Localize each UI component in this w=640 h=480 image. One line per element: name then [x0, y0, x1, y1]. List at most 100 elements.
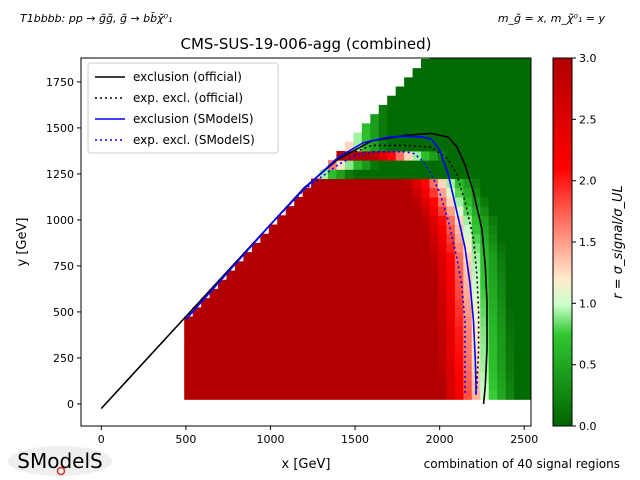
heatmap-cell [319, 371, 329, 382]
heatmap-cell [294, 196, 304, 207]
heatmap-cell [514, 224, 524, 235]
heatmap-cell [378, 252, 388, 262]
heatmap-cell [302, 233, 312, 244]
heatmap-cell [285, 233, 295, 244]
heatmap-cell [387, 242, 397, 253]
heatmap-cell [387, 390, 397, 400]
heatmap-cell [421, 334, 430, 345]
heatmap-cell [387, 362, 397, 373]
heatmap-cell [277, 380, 287, 391]
heatmap-cell [311, 325, 321, 336]
heatmap-cell [463, 58, 473, 60]
heatmap-cell [429, 58, 439, 69]
heatmap-cell [311, 242, 321, 253]
heatmap-cell [336, 169, 346, 180]
heatmap-cell [302, 206, 312, 216]
mass-assignment-label: m_g̃ = x, m_χ̃⁰₁ = y [498, 12, 606, 25]
heatmap-cell [463, 380, 473, 391]
heatmap-cell [209, 316, 219, 327]
heatmap-cell [285, 224, 295, 235]
heatmap-cell [471, 178, 481, 189]
heatmap-cell [522, 58, 531, 69]
heatmap-cell [302, 279, 312, 290]
heatmap-cell [404, 233, 414, 244]
heatmap-cell [480, 233, 490, 244]
heatmap-cell [454, 206, 464, 216]
heatmap-cell [395, 114, 405, 124]
heatmap-cell [488, 316, 498, 327]
heatmap-cell [395, 371, 405, 382]
heatmap-cell [421, 261, 430, 272]
heatmap-cell [378, 270, 388, 281]
heatmap-cell [192, 325, 202, 336]
heatmap-cell [514, 298, 524, 308]
heatmap-cell [311, 279, 321, 290]
heatmap-cell [429, 325, 439, 336]
heatmap-cell [302, 307, 312, 318]
heatmap-cell [429, 316, 439, 327]
heatmap-cell [311, 224, 321, 235]
heatmap-cell [277, 371, 287, 382]
heatmap-cell [268, 252, 278, 262]
heatmap-cell [361, 252, 371, 262]
heatmap-cell [454, 95, 464, 106]
heatmap-cell [370, 160, 380, 170]
heatmap-cell [294, 224, 304, 235]
heatmap-cell [522, 353, 531, 364]
heatmap-cell [514, 215, 524, 226]
plot-frame [80, 57, 532, 427]
heatmap-cell [471, 224, 481, 235]
heatmap-cell [437, 86, 447, 97]
heatmap-cell [353, 224, 363, 235]
heatmap-cell [497, 298, 507, 308]
heatmap-cell [480, 334, 490, 345]
signal-regions-note: combination of 40 signal regions [424, 457, 620, 471]
heatmap-cell [327, 325, 337, 336]
heatmap-cell [412, 252, 422, 262]
heatmap-cell [471, 206, 481, 216]
heatmap-cell [218, 353, 227, 364]
heatmap-cell [471, 160, 481, 170]
heatmap-cell [480, 344, 490, 354]
heatmap-cell [446, 270, 456, 281]
heatmap-cell [378, 206, 388, 216]
heatmap-cell [514, 77, 524, 88]
heatmap-cell [361, 334, 371, 345]
heatmap-cell [378, 380, 388, 391]
heatmap-cell [480, 371, 490, 382]
heatmap-cell [387, 344, 397, 354]
heatmap-cell [268, 390, 278, 400]
heatmap-cell [522, 316, 531, 327]
heatmap-cell [319, 233, 329, 244]
heatmap-cell [311, 334, 321, 345]
heatmap-cell [370, 371, 380, 382]
heatmap-cell [277, 334, 287, 345]
heatmap-cell [387, 206, 397, 216]
heatmap-cell [319, 344, 329, 354]
chart-title: CMS-SUS-19-006-agg (combined) [180, 35, 431, 53]
heatmap-cell [505, 279, 515, 290]
colorbar-ticks: 0.0 0.5 1.0 1.5 2.0 2.5 3.0 [572, 52, 597, 433]
heatmap-cell [463, 307, 473, 318]
heatmap-cell [226, 380, 236, 391]
heatmap-cell [243, 252, 253, 262]
heatmap-cell [268, 344, 278, 354]
heatmap-cell [454, 132, 464, 143]
heatmap-cell [488, 288, 498, 299]
heatmap-cell [429, 362, 439, 373]
heatmap-cell [471, 279, 481, 290]
heatmap-cell [395, 344, 405, 354]
heatmap-cell [294, 279, 304, 290]
heatmap-cell [505, 58, 515, 60]
heatmap-cell [480, 114, 490, 124]
heatmap-cell [454, 150, 464, 161]
heatmap-cell [463, 196, 473, 207]
heatmap-cell [471, 316, 481, 327]
heatmap-cell [319, 380, 329, 391]
heatmap-cell [311, 371, 321, 382]
heatmap-cell [412, 390, 422, 400]
heatmap-cell [429, 160, 439, 170]
heatmap-cell [353, 206, 363, 216]
heatmap-cell [454, 160, 464, 170]
heatmap-cell [463, 371, 473, 382]
